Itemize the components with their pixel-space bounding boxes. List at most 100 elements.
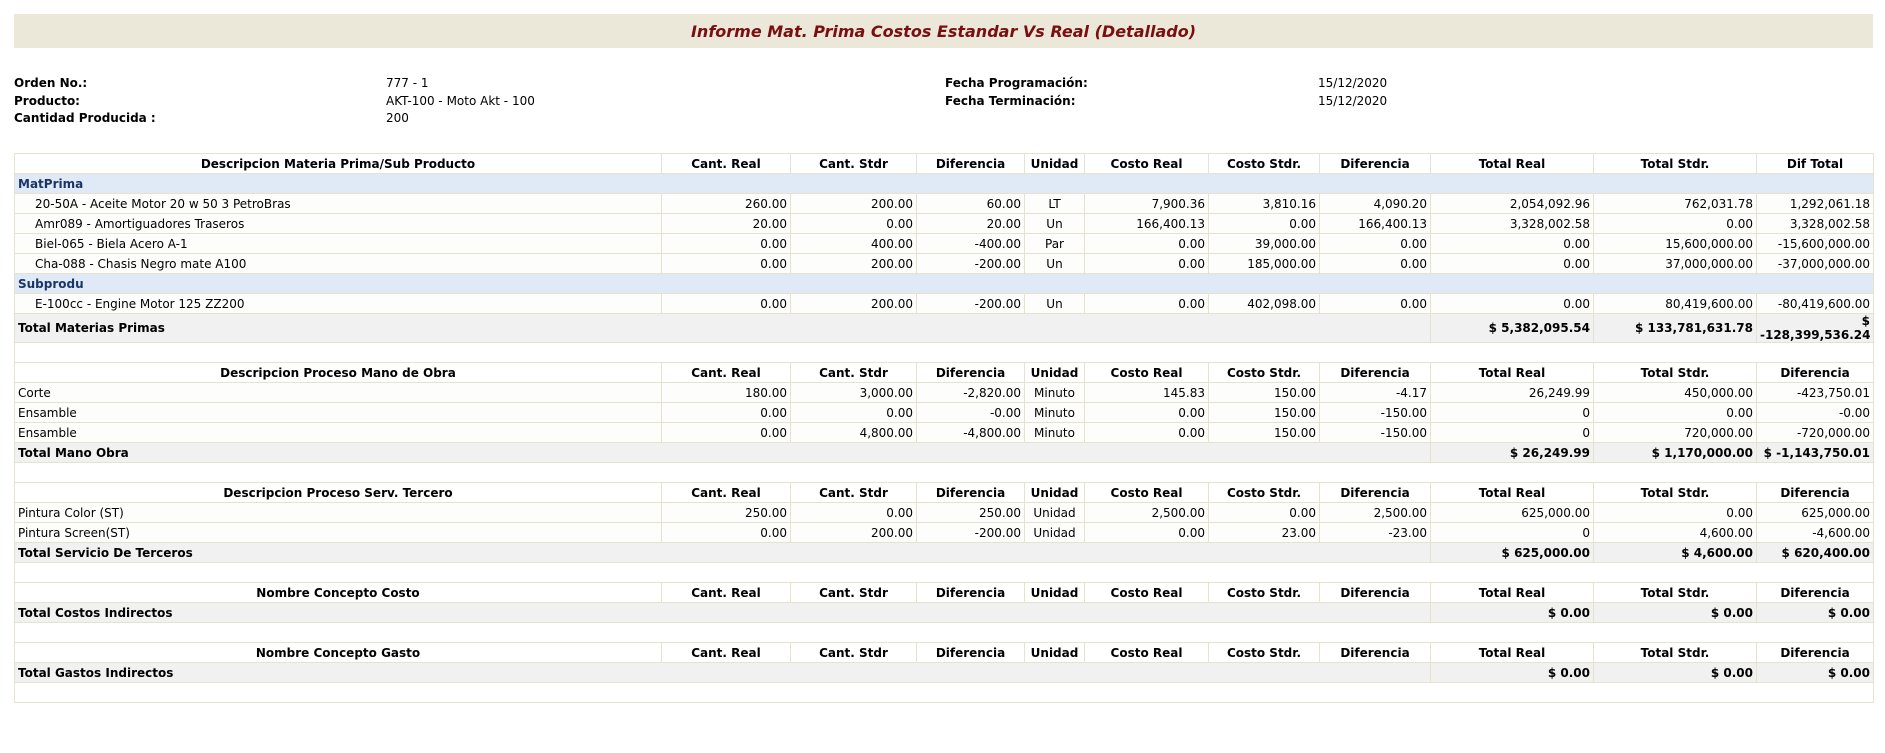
column-header: Costo Stdr. bbox=[1208, 642, 1320, 663]
total-label: Total Gastos Indirectos bbox=[14, 662, 1431, 683]
column-header: Costo Real bbox=[1084, 582, 1209, 603]
column-header: Diferencia bbox=[1319, 482, 1431, 503]
cell: 0.00 bbox=[790, 402, 917, 423]
column-header: Diferencia bbox=[1319, 362, 1431, 383]
cell: Corte bbox=[14, 382, 662, 403]
column-header: Unidad bbox=[1024, 482, 1085, 503]
cell: 0.00 bbox=[790, 213, 917, 234]
cell: 250.00 bbox=[661, 502, 791, 523]
data-row: Amr089 - Amortiguadores Traseros 20.00 0.0… bbox=[14, 213, 1874, 234]
cell: -150.00 bbox=[1319, 402, 1431, 423]
spacer bbox=[14, 562, 1874, 583]
total-value: $ 625,000.00 bbox=[1430, 542, 1594, 563]
cell: -4,600.00 bbox=[1756, 522, 1874, 543]
total-value: $ 0.00 bbox=[1756, 662, 1874, 683]
column-header: Diferencia bbox=[1756, 582, 1874, 603]
total-label: Total Materias Primas bbox=[14, 313, 1431, 343]
total-label: Total Costos Indirectos bbox=[14, 602, 1431, 623]
cell: -2,820.00 bbox=[916, 382, 1025, 403]
column-header: Cant. Real bbox=[661, 582, 791, 603]
cell: 2,500.00 bbox=[1319, 502, 1431, 523]
cell: Minuto bbox=[1024, 422, 1085, 443]
cell: 0.00 bbox=[661, 293, 791, 314]
total-value: $ 620,400.00 bbox=[1756, 542, 1874, 563]
column-header: Total Stdr. bbox=[1593, 362, 1757, 383]
cell: -400.00 bbox=[916, 233, 1025, 254]
cell: Un bbox=[1024, 253, 1085, 274]
total-value: $ -128,399,536.24 bbox=[1756, 313, 1874, 343]
column-header: Costo Stdr. bbox=[1208, 153, 1320, 174]
cell: 0 bbox=[1430, 402, 1594, 423]
total-row: Total Servicio De Terceros $ 625,000.00 $ … bbox=[14, 542, 1874, 563]
spacer bbox=[14, 342, 1874, 363]
cell: -23.00 bbox=[1319, 522, 1431, 543]
cell: 185,000.00 bbox=[1208, 253, 1320, 274]
group-name: Subprodu bbox=[14, 273, 1874, 294]
cell: -150.00 bbox=[1319, 422, 1431, 443]
column-header: Total Real bbox=[1430, 642, 1594, 663]
cell: 250.00 bbox=[916, 502, 1025, 523]
total-value: $ 0.00 bbox=[1430, 662, 1594, 683]
column-header: Nombre Concepto Costo bbox=[14, 582, 662, 603]
cell: 0.00 bbox=[661, 402, 791, 423]
data-row: Corte 180.00 3,000.00 -2,820.00 Minuto 145.83… bbox=[14, 382, 1874, 403]
info-label: Fecha Terminación: bbox=[945, 93, 1076, 108]
cell: 15,600,000.00 bbox=[1593, 233, 1757, 254]
group-row: Subprodu bbox=[14, 273, 1874, 294]
column-header: Unidad bbox=[1024, 362, 1085, 383]
cell: 200.00 bbox=[790, 522, 917, 543]
cell: 0.00 bbox=[661, 422, 791, 443]
column-header: Total Real bbox=[1430, 362, 1594, 383]
cell: 150.00 bbox=[1208, 422, 1320, 443]
column-header: Cant. Real bbox=[661, 153, 791, 174]
total-value: $ 133,781,631.78 bbox=[1593, 313, 1757, 343]
column-header: Costo Stdr. bbox=[1208, 582, 1320, 603]
cell: 166,400.13 bbox=[1319, 213, 1431, 234]
cell: 0.00 bbox=[1319, 293, 1431, 314]
total-value: $ 0.00 bbox=[1756, 602, 1874, 623]
total-value: $ 4,600.00 bbox=[1593, 542, 1757, 563]
cell: 762,031.78 bbox=[1593, 193, 1757, 214]
column-header: Cant. Stdr bbox=[790, 153, 917, 174]
cell: Pintura Screen(ST) bbox=[14, 522, 662, 543]
cell: 0.00 bbox=[1430, 233, 1594, 254]
cell: -0.00 bbox=[916, 402, 1025, 423]
spacer bbox=[14, 682, 1874, 703]
data-row: Ensamble 0.00 0.00 -0.00 Minuto 0.00 150.00 -15… bbox=[14, 402, 1874, 423]
spacer-row bbox=[14, 342, 1874, 363]
cell: 720,000.00 bbox=[1593, 422, 1757, 443]
cell: -4,800.00 bbox=[916, 422, 1025, 443]
cell: 0.00 bbox=[1593, 402, 1757, 423]
spacer bbox=[14, 622, 1874, 643]
info-label: Cantidad Producida : bbox=[14, 111, 156, 125]
spacer-row bbox=[14, 682, 1874, 703]
column-header: Total Real bbox=[1430, 582, 1594, 603]
cell: 260.00 bbox=[661, 193, 791, 214]
cell: 80,419,600.00 bbox=[1593, 293, 1757, 314]
total-value: $ 0.00 bbox=[1593, 602, 1757, 623]
cell: 1,292,061.18 bbox=[1756, 193, 1874, 214]
column-header: Cant. Real bbox=[661, 362, 791, 383]
header-row: Nombre Concepto Gasto Cant. Real Cant. Std… bbox=[14, 642, 1874, 663]
column-header: Diferencia bbox=[1756, 482, 1874, 503]
cell: 402,098.00 bbox=[1208, 293, 1320, 314]
total-label: Total Servicio De Terceros bbox=[14, 542, 1431, 563]
column-header: Diferencia bbox=[916, 582, 1025, 603]
cell: 4,600.00 bbox=[1593, 522, 1757, 543]
column-header: Diferencia bbox=[1319, 153, 1431, 174]
cell: 3,328,002.58 bbox=[1430, 213, 1594, 234]
column-header: Diferencia bbox=[916, 362, 1025, 383]
cell: 0.00 bbox=[1084, 522, 1209, 543]
column-header: Total Stdr. bbox=[1593, 482, 1757, 503]
cell: 0.00 bbox=[1208, 502, 1320, 523]
info-value: 200 bbox=[386, 111, 409, 125]
total-value: $ 26,249.99 bbox=[1430, 442, 1594, 463]
spacer-row bbox=[14, 622, 1874, 643]
header-row: Descripcion Materia Prima/Sub Producto Ca… bbox=[14, 153, 1874, 174]
column-header: Descripcion Materia Prima/Sub Producto bbox=[14, 153, 662, 174]
column-header: Costo Stdr. bbox=[1208, 362, 1320, 383]
report-table: Descripcion Materia Prima/Sub Producto Ca… bbox=[14, 153, 1874, 703]
info-label: Producto: bbox=[14, 93, 80, 108]
cell: 0.00 bbox=[1084, 293, 1209, 314]
data-row: Pintura Color (ST) 250.00 0.00 250.00 Unidad… bbox=[14, 502, 1874, 523]
